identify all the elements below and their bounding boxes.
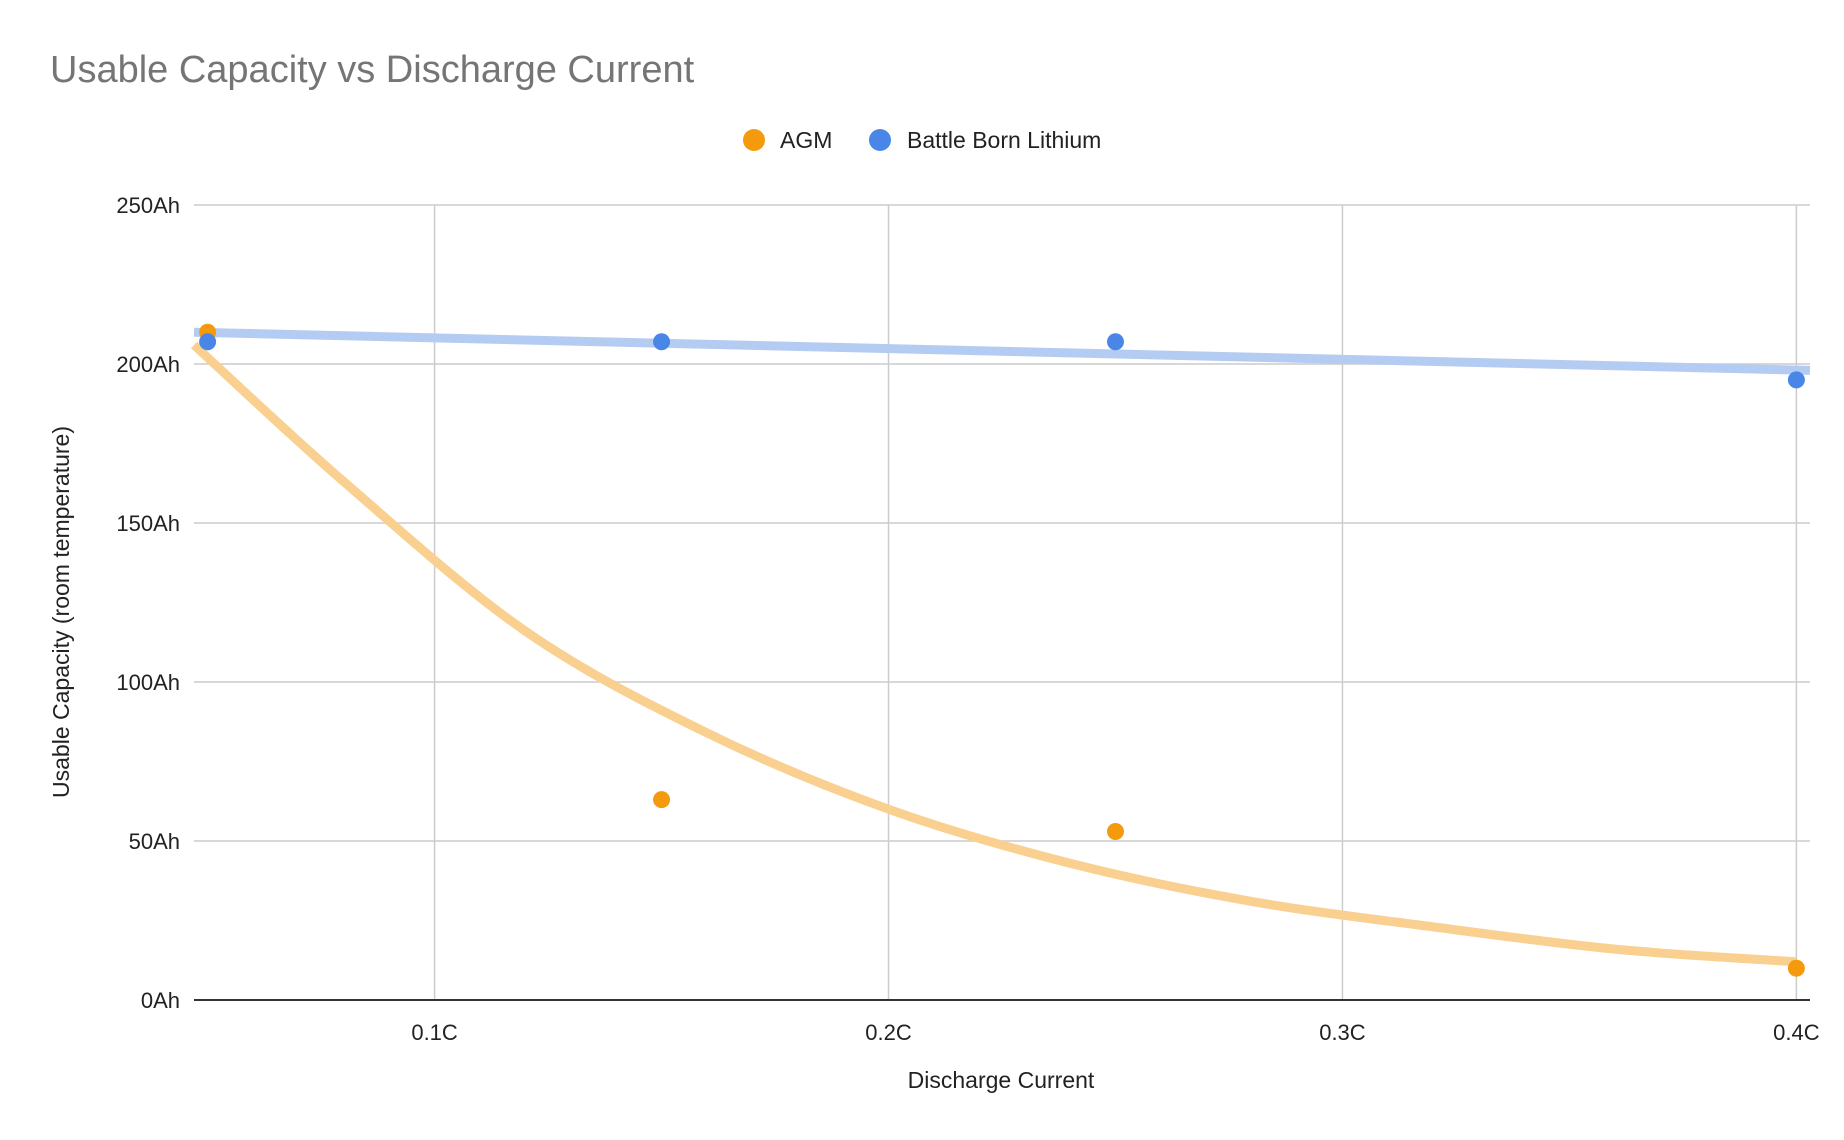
point-battle-born-lithium <box>199 333 217 351</box>
point-agm <box>1787 959 1805 977</box>
x-axis-title: Discharge Current <box>908 1067 1095 1093</box>
x-tick-label: 0.1C <box>411 1020 458 1045</box>
point-agm <box>1106 822 1124 840</box>
data-points <box>199 323 1805 977</box>
y-axis-ticks: 0Ah 50Ah 100Ah 150Ah 200Ah 250Ah <box>116 193 180 1013</box>
trendline-battle-born-lithium <box>193 327 1811 375</box>
point-agm <box>653 791 671 809</box>
y-axis-title: Usable Capacity (room temperature) <box>48 426 74 798</box>
y-tick-label: 0Ah <box>141 988 180 1013</box>
legend-marker <box>743 129 765 151</box>
y-tick-label: 50Ah <box>129 829 180 854</box>
trendlines <box>190 327 1811 967</box>
point-battle-born-lithium <box>1106 333 1124 351</box>
trendline-agm <box>190 341 1797 967</box>
y-tick-label: 150Ah <box>116 511 180 536</box>
y-tick-label: 250Ah <box>116 193 180 218</box>
legend-marker <box>869 129 891 151</box>
legend: AGM Battle Born Lithium <box>743 127 1101 153</box>
x-tick-label: 0.3C <box>1319 1020 1366 1045</box>
y-tick-label: 100Ah <box>116 670 180 695</box>
point-battle-born-lithium <box>1787 371 1805 389</box>
x-tick-label: 0.2C <box>865 1020 912 1045</box>
grid <box>194 204 1810 1000</box>
chart-title: Usable Capacity vs Discharge Current <box>50 49 695 91</box>
x-tick-label: 0.4C <box>1773 1020 1820 1045</box>
x-axis-ticks: 0.1C 0.2C 0.3C 0.4C <box>411 1020 1819 1045</box>
y-tick-label: 200Ah <box>116 352 180 377</box>
legend-label: AGM <box>780 127 832 153</box>
legend-label: Battle Born Lithium <box>907 127 1101 153</box>
point-battle-born-lithium <box>653 333 671 351</box>
